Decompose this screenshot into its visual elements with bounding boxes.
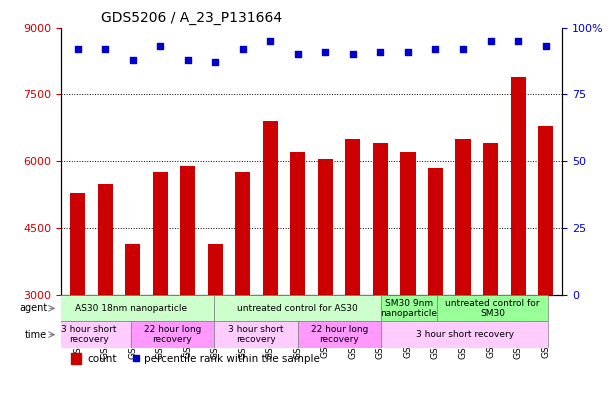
FancyBboxPatch shape [214,295,381,321]
Text: time: time [25,330,47,340]
Bar [125,244,141,393]
Bar [180,166,196,393]
Text: untreated control for AS30: untreated control for AS30 [237,304,358,313]
Bar [455,139,470,393]
Point [321,48,331,55]
Bar [483,143,498,393]
Bar [153,173,168,393]
Bar [345,139,360,393]
Text: SM30 9nm
nanoparticle: SM30 9nm nanoparticle [381,299,437,318]
FancyBboxPatch shape [381,295,437,321]
Point [238,46,247,52]
Text: GDS5206 / A_23_P131664: GDS5206 / A_23_P131664 [101,11,282,25]
Text: 22 hour long
recovery: 22 hour long recovery [144,325,201,344]
Point [183,57,192,63]
Point [155,43,165,50]
Point [486,38,496,44]
Bar [98,184,112,393]
Bar [208,244,223,393]
FancyBboxPatch shape [298,321,381,348]
Text: 22 hour long
recovery: 22 hour long recovery [311,325,368,344]
Text: percentile rank within the sample: percentile rank within the sample [144,354,320,364]
Bar [318,159,333,393]
Point [73,46,82,52]
FancyBboxPatch shape [381,321,548,348]
Point [348,51,358,57]
Point [541,43,551,50]
Bar [538,126,553,393]
Point [210,59,220,66]
Text: untreated control for
SM30: untreated control for SM30 [445,299,540,318]
Text: 3 hour short
recovery: 3 hour short recovery [228,325,284,344]
Text: 3 hour short recovery: 3 hour short recovery [415,330,514,339]
Text: count: count [87,354,117,364]
Point [376,48,386,55]
Point [458,46,468,52]
Bar [511,77,525,393]
FancyBboxPatch shape [437,295,548,321]
Point [128,57,137,63]
Bar [428,168,443,393]
FancyBboxPatch shape [47,295,214,321]
Point [403,48,413,55]
Bar [71,353,81,364]
Point [431,46,441,52]
Text: 3 hour short
recovery: 3 hour short recovery [61,325,117,344]
FancyBboxPatch shape [214,321,298,348]
Bar [70,193,85,393]
Bar [290,152,306,393]
Bar [400,152,415,393]
Text: agent: agent [19,303,47,313]
Text: AS30 18nm nanoparticle: AS30 18nm nanoparticle [75,304,187,313]
FancyBboxPatch shape [47,321,131,348]
Point [265,38,275,44]
FancyBboxPatch shape [131,321,214,348]
Bar [263,121,278,393]
Point [100,46,110,52]
Point [513,38,523,44]
Point [293,51,302,57]
Bar [235,173,251,393]
Bar [373,143,388,393]
